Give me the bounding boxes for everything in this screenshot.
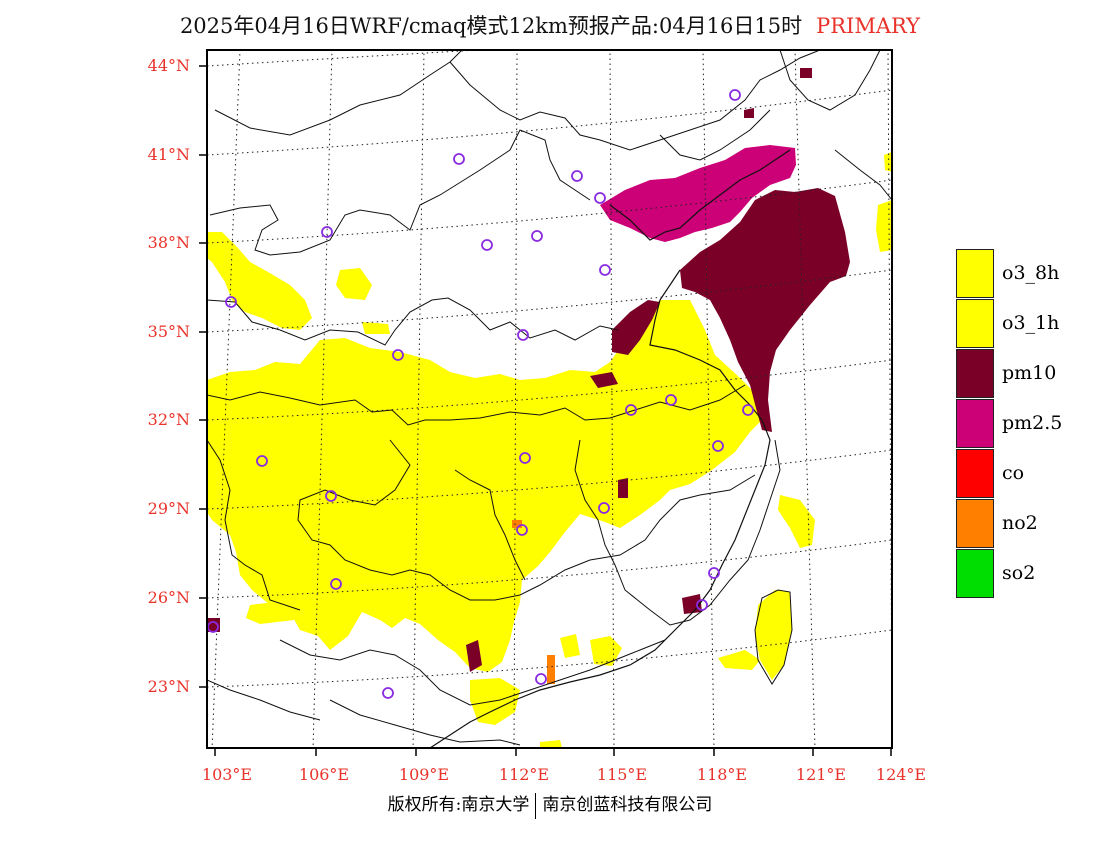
o3-patch-e [718, 650, 760, 670]
pm10-patch-h [682, 594, 702, 614]
footer-separator [535, 792, 537, 819]
footer-company: 南京创蓝科技有限公司 [542, 795, 713, 815]
station-marker [330, 578, 342, 590]
monitoring-stations [207, 89, 754, 699]
o3-patch-g [884, 152, 892, 172]
station-marker [256, 455, 268, 467]
pm10-patch-g [744, 108, 754, 118]
legend-label: so2 [1002, 562, 1036, 584]
legend-swatch [956, 399, 994, 448]
pm10-patch-e [207, 618, 220, 632]
pm25-region [600, 145, 796, 242]
lon-label-118e: 118°E [696, 765, 748, 784]
station-marker [519, 452, 531, 464]
no2-patch-b [512, 520, 522, 528]
lon-label-103e: 103°E [201, 765, 253, 784]
station-marker [325, 490, 337, 502]
legend-swatch [956, 299, 994, 348]
lon-ticks [214, 748, 892, 756]
lon-label-115e: 115°E [596, 765, 648, 784]
lat-ticks [199, 65, 207, 688]
lat-label-38n: 38°N [147, 233, 190, 252]
station-marker [516, 524, 528, 536]
station-marker [594, 192, 606, 204]
o3-patch-k [560, 634, 580, 658]
lat-label-29n: 29°N [147, 499, 190, 518]
station-marker [598, 502, 610, 514]
lat-label-41n: 41°N [147, 145, 190, 164]
lat-label-32n: 32°N [147, 410, 190, 429]
station-marker [531, 230, 543, 242]
pm10-region [680, 188, 850, 432]
o3-patch-a [336, 268, 372, 300]
copyright-footer: 版权所有:南京大学 南京创蓝科技有限公司 [0, 790, 1100, 819]
o3-region-main [207, 300, 762, 672]
station-marker [382, 687, 394, 699]
legend-label: o3_1h [1002, 312, 1060, 334]
station-marker [696, 599, 708, 611]
legend-label: pm10 [1002, 362, 1057, 384]
pm10-patch-d [618, 478, 628, 498]
lon-label-121e: 121°E [795, 765, 847, 784]
coastline [429, 149, 791, 748]
lat-label-23n: 23°N [147, 677, 190, 696]
title-tag: PRIMARY [816, 14, 921, 38]
legend-swatch [956, 549, 994, 598]
o3-patch-l [540, 740, 562, 748]
lat-label-35n: 35°N [147, 322, 190, 341]
footer-copyright: 版权所有:南京大学 [387, 795, 530, 815]
pm10-patch-f [800, 68, 812, 78]
pm10-patch-b [590, 372, 618, 388]
legend-label: no2 [1002, 512, 1038, 534]
station-marker [708, 567, 720, 579]
station-marker [481, 239, 493, 251]
station-marker [742, 404, 754, 416]
lon-label-124e: 124°E [875, 765, 927, 784]
o3-patch-j [470, 678, 520, 725]
longitude-gridlines [211, 50, 892, 748]
title-main: 2025年04月16日WRF/cmaq模式12km预报产品:04月16日15时 [179, 14, 803, 38]
legend-swatch [956, 349, 994, 398]
legend-label: o3_8h [1002, 262, 1060, 284]
station-marker [453, 153, 465, 165]
map-title: 2025年04月16日WRF/cmaq模式12km预报产品:04月16日15时 P… [0, 10, 1100, 40]
pm10-patch-c [466, 640, 482, 672]
latitude-gridlines [207, 50, 892, 688]
station-marker [225, 296, 237, 308]
legend-label: pm2.5 [1002, 412, 1063, 434]
legend-label: co [1002, 462, 1025, 484]
admin-borders [207, 50, 892, 746]
station-marker [665, 394, 677, 406]
legend-swatch [956, 499, 994, 548]
o3-region-north [207, 232, 312, 330]
o3-patch-c [778, 495, 815, 548]
station-marker [571, 170, 583, 182]
station-marker [712, 440, 724, 452]
pm10-patch-a [612, 300, 660, 355]
o3-patch-f [876, 200, 892, 252]
station-marker [392, 349, 404, 361]
o3-patch-h [590, 636, 622, 666]
station-marker [535, 673, 547, 685]
lon-label-109e: 109°E [398, 765, 450, 784]
lon-label-106e: 106°E [298, 765, 350, 784]
lon-label-112e: 112°E [498, 765, 550, 784]
station-marker [599, 264, 611, 276]
o3-patch-i [246, 602, 296, 624]
no2-patch [547, 655, 555, 684]
legend-swatch [956, 249, 994, 298]
o3-patch-b [362, 322, 390, 334]
o3-patch-d [755, 590, 792, 680]
lat-label-26n: 26°N [147, 588, 190, 607]
station-marker [321, 226, 333, 238]
station-marker [517, 329, 529, 341]
legend-swatch [956, 449, 994, 498]
lat-label-44n: 44°N [147, 56, 190, 75]
station-marker [625, 404, 637, 416]
map-frame [206, 49, 893, 749]
station-marker [729, 89, 741, 101]
